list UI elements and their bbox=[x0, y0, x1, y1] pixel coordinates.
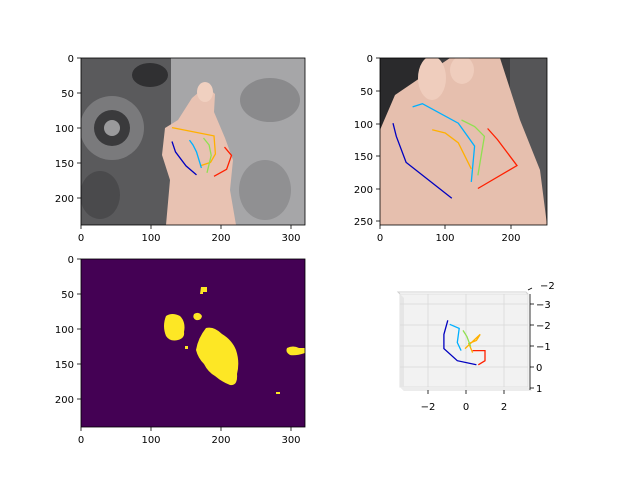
panel-1-skeleton bbox=[171, 126, 233, 177]
tick-label: 250 bbox=[354, 217, 373, 228]
skeleton-middle bbox=[461, 119, 486, 176]
tick-label: −2 bbox=[536, 321, 551, 332]
mask-foreground bbox=[164, 287, 305, 394]
mask-blob bbox=[164, 314, 185, 341]
tick-label: 0 bbox=[78, 435, 84, 446]
skeleton-3d-line-3 bbox=[449, 323, 462, 351]
tick-label: 150 bbox=[354, 152, 373, 163]
tick-label: 0 bbox=[463, 402, 469, 413]
skeleton-little bbox=[392, 123, 453, 199]
tick-label: 1 bbox=[536, 384, 542, 395]
panel-3-y-ticks: 0 50 100 150 200 bbox=[55, 255, 81, 406]
skeleton-ring bbox=[432, 129, 472, 170]
tick-label: 0 bbox=[68, 54, 74, 65]
panel-2-image bbox=[380, 58, 547, 225]
tick-label: 150 bbox=[55, 360, 74, 371]
tick-label: 200 bbox=[211, 233, 230, 244]
tick-label: 100 bbox=[141, 233, 160, 244]
tick-label: 150 bbox=[55, 159, 74, 170]
tick-label: 100 bbox=[354, 120, 373, 131]
skeleton-little bbox=[171, 141, 197, 176]
panel-2-crop: 0 100 200 0 50 100 150 200 250 bbox=[354, 54, 548, 244]
panel-2-x-ticks: 0 100 200 bbox=[377, 225, 521, 244]
panel-4-3d: −2 0 2 −3 −2 −1 0 1 −2 bbox=[396, 281, 555, 413]
panel-1-y-ticks: 0 50 100 150 200 bbox=[55, 54, 81, 205]
panel-3-mask: 0 100 200 300 0 50 100 150 200 bbox=[55, 255, 306, 446]
panel-4-y-ticks: −3 −2 −1 0 1 bbox=[530, 300, 551, 395]
panel-4-skeleton bbox=[443, 320, 486, 366]
tick-label: 0 bbox=[68, 255, 74, 266]
panel-3-image bbox=[81, 259, 305, 427]
tick-label: 2 bbox=[501, 402, 507, 413]
mask-blob bbox=[276, 392, 280, 394]
mask-background bbox=[81, 259, 305, 427]
panel-4-x-ticks: −2 0 2 bbox=[421, 390, 507, 413]
tick-label: 0 bbox=[78, 233, 84, 244]
tick-label: 0 bbox=[377, 233, 383, 244]
mask-blob bbox=[200, 287, 207, 294]
mask-blob bbox=[196, 327, 239, 386]
tick-label: −2 bbox=[421, 402, 436, 413]
tick-label: 100 bbox=[435, 233, 454, 244]
tick-label: 100 bbox=[55, 124, 74, 135]
tick-label: 200 bbox=[354, 185, 373, 196]
tick-label: 50 bbox=[61, 89, 74, 100]
tick-label: −2 bbox=[540, 281, 555, 292]
skeleton-3d-line-4 bbox=[443, 320, 477, 366]
panel-4-grid bbox=[400, 294, 528, 387]
skeleton-3d-line-2 bbox=[462, 330, 472, 347]
panel-1-photo: 0 100 200 300 0 50 100 150 200 bbox=[55, 54, 306, 244]
panel-2-skeleton bbox=[392, 102, 518, 199]
skeleton-index bbox=[171, 126, 217, 167]
panel-1-image bbox=[81, 58, 305, 225]
mask-blob bbox=[193, 312, 202, 321]
mask-blob bbox=[286, 346, 305, 356]
tick-label: 200 bbox=[501, 233, 520, 244]
panel-3-x-ticks: 0 100 200 300 bbox=[78, 427, 301, 446]
tick-label: −3 bbox=[536, 300, 551, 311]
panel-4-z-ticks: −2 bbox=[527, 281, 555, 292]
tick-label: 100 bbox=[55, 325, 74, 336]
tick-label: −1 bbox=[536, 342, 551, 353]
skeleton-ring bbox=[188, 139, 203, 169]
skeleton-middle bbox=[202, 137, 212, 173]
tick-label: 300 bbox=[281, 233, 300, 244]
tick-label: 300 bbox=[281, 435, 300, 446]
tick-label: 0 bbox=[536, 363, 542, 374]
skeleton-3d-line-0 bbox=[472, 349, 486, 366]
tick-label: 50 bbox=[360, 87, 373, 98]
skeleton-index bbox=[412, 102, 476, 182]
tick-label: 200 bbox=[55, 194, 74, 205]
panel-2-y-ticks: 0 50 100 150 200 250 bbox=[354, 54, 380, 228]
tick-label: 0 bbox=[367, 54, 373, 65]
mask-blob bbox=[185, 346, 188, 349]
skeleton-thumb bbox=[477, 128, 518, 190]
tick-label: 50 bbox=[61, 290, 74, 301]
panel-1-x-ticks: 0 100 200 300 bbox=[78, 225, 301, 244]
tick-label: 100 bbox=[141, 435, 160, 446]
tick-label: 200 bbox=[211, 435, 230, 446]
skeleton-thumb bbox=[213, 146, 233, 177]
tick-label: 200 bbox=[55, 395, 74, 406]
